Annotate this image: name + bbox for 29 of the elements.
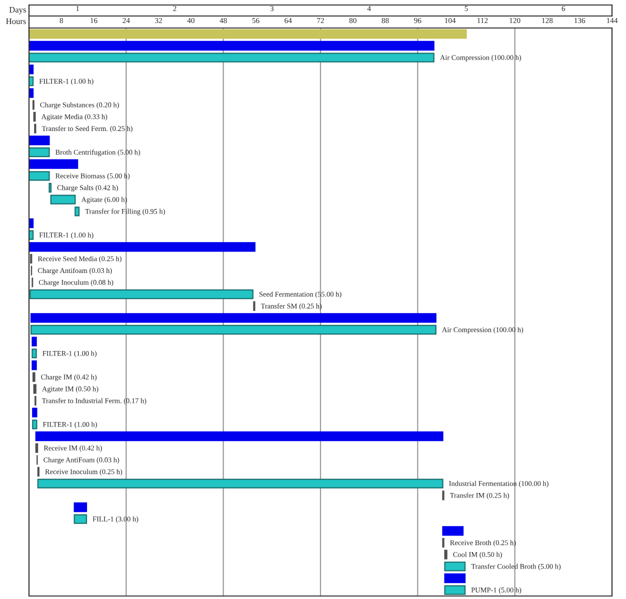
bar xyxy=(30,313,436,323)
bar xyxy=(29,52,434,62)
bar xyxy=(29,159,78,169)
x2-axis-title: Days xyxy=(9,7,26,14)
bar xyxy=(32,420,38,430)
bar xyxy=(442,526,464,536)
bar xyxy=(74,502,88,512)
bar xyxy=(444,550,448,560)
bar xyxy=(30,324,436,335)
bar xyxy=(74,206,80,216)
bar xyxy=(29,242,256,252)
bar xyxy=(29,136,50,146)
bar xyxy=(33,384,36,394)
bar xyxy=(35,431,444,442)
bar xyxy=(32,348,37,358)
bar xyxy=(32,336,37,346)
bar xyxy=(29,40,434,51)
bar xyxy=(32,408,38,418)
bar xyxy=(444,562,466,572)
x-axis-title: Hours xyxy=(6,18,26,24)
bar xyxy=(444,585,466,595)
bar xyxy=(50,194,76,204)
bar xyxy=(37,478,444,488)
bar xyxy=(30,289,254,300)
bar xyxy=(32,360,37,370)
bar xyxy=(74,514,88,524)
bar xyxy=(29,147,50,158)
bar xyxy=(444,573,466,584)
bar xyxy=(29,171,50,181)
